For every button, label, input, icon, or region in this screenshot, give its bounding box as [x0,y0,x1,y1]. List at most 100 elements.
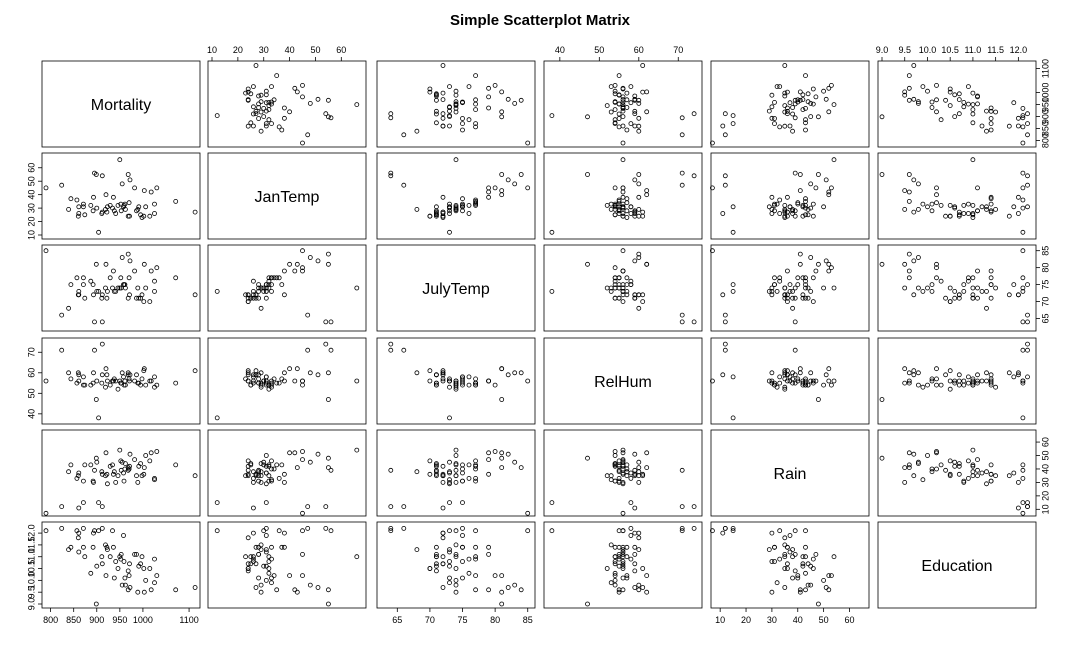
point-rain-vs-education-16 [988,471,994,477]
point-julytemp-vs-jantemp-53 [323,319,329,325]
point-rain-vs-education-28 [1016,505,1021,511]
point-mortality-vs-jantemp-1 [243,90,249,96]
point-education-vs-julytemp-55 [401,526,407,531]
point-relhum-vs-education-18 [961,382,967,388]
point-jantemp-vs-relhum-50 [549,229,555,235]
point-education-vs-rain-32 [800,554,806,560]
point-jantemp-vs-relhum-26 [608,206,614,212]
point-mortality-vs-rain-27 [803,127,808,133]
point-jantemp-vs-julytemp-49 [499,172,505,177]
point-rain-vs-education-29 [902,479,908,485]
point-mortality-vs-rain-40 [769,115,775,121]
point-relhum-vs-julytemp-50 [447,415,452,421]
panel-frame-rain-education [877,429,1037,517]
point-jantemp-vs-rain-55 [722,182,728,188]
point-jantemp-vs-mortality-20 [90,208,96,214]
point-education-vs-mortality-34 [122,575,128,581]
point-jantemp-vs-relhum-52 [632,177,638,183]
panel-frame-relhum-julytemp [376,337,536,425]
point-mortality-vs-jantemp-33 [276,124,282,130]
point-rain-vs-julytemp-14 [460,470,465,476]
point-relhum-vs-rain-44 [803,382,808,388]
point-mortality-vs-relhum-30 [612,88,618,94]
point-relhum-vs-rain-12 [795,376,801,382]
point-julytemp-vs-education-45 [975,285,980,291]
point-relhum-vs-julytemp-35 [447,378,452,384]
point-jantemp-vs-mortality-37 [138,212,144,218]
point-julytemp-vs-education-17 [1025,282,1030,288]
point-jantemp-vs-rain-35 [766,204,772,210]
y-tick-label-rain-5: 60 [1040,437,1050,447]
point-education-vs-rain-8 [785,566,790,571]
point-jantemp-vs-education-12 [934,200,939,206]
point-education-vs-mortality-0 [104,544,110,550]
point-relhum-vs-rain-35 [766,378,772,384]
point-julytemp-vs-education-57 [1020,319,1026,325]
point-julytemp-vs-jantemp-44 [248,295,254,301]
point-education-vs-relhum-42 [604,566,610,571]
point-rain-vs-mortality-8 [141,471,147,477]
point-julytemp-vs-relhum-50 [549,288,555,294]
point-relhum-vs-education-10 [906,378,912,384]
point-rain-vs-jantemp-39 [263,463,269,469]
point-jantemp-vs-julytemp-36 [440,209,446,215]
point-mortality-vs-education-14 [1011,100,1017,106]
point-jantemp-vs-mortality-21 [81,201,86,207]
point-mortality-vs-rain-7 [808,114,814,119]
point-mortality-vs-julytemp-51 [453,102,459,107]
x-tick-label-relhum-3: 70 [673,45,683,55]
point-julytemp-vs-education-38 [947,299,953,305]
x-tick-label-rain-0: 10 [715,615,725,625]
point-education-vs-jantemp-34 [269,575,274,581]
point-julytemp-vs-jantemp-30 [263,285,269,291]
point-education-vs-relhum-52 [632,585,638,590]
point-mortality-vs-relhum-38 [620,86,626,92]
point-jantemp-vs-mortality-57 [92,170,97,176]
point-relhum-vs-rain-17 [730,374,736,380]
point-jantemp-vs-julytemp-20 [460,208,465,214]
point-julytemp-vs-education-11 [966,278,971,284]
point-mortality-vs-julytemp-48 [525,140,531,146]
point-julytemp-vs-rain-45 [792,285,798,291]
point-julytemp-vs-education-22 [956,292,962,298]
point-mortality-vs-relhum-4 [616,73,622,78]
point-relhum-vs-education-11 [966,374,971,380]
point-education-vs-jantemp-37 [248,561,254,567]
panel-frame-education-julytemp [376,521,536,609]
point-mortality-vs-julytemp-34 [460,99,465,105]
point-julytemp-vs-relhum-57 [679,319,685,325]
point-mortality-vs-julytemp-11 [466,84,472,89]
point-jantemp-vs-mortality-16 [111,194,116,200]
point-relhum-vs-jantemp-38 [245,378,251,384]
point-relhum-vs-julytemp-55 [401,347,407,353]
point-rain-vs-julytemp-43 [447,477,452,483]
point-rain-vs-jantemp-57 [328,467,334,473]
point-relhum-vs-jantemp-4 [274,380,280,386]
point-jantemp-vs-julytemp-52 [505,177,511,183]
point-rain-vs-jantemp-42 [266,473,272,479]
point-mortality-vs-education-8 [947,89,953,95]
point-jantemp-vs-rain-17 [730,204,736,210]
point-relhum-vs-rain-15 [782,370,788,376]
point-education-vs-julytemp-21 [473,544,479,550]
point-jantemp-vs-julytemp-23 [466,202,472,208]
point-mortality-vs-relhum-15 [636,123,642,129]
point-relhum-vs-jantemp-43 [269,384,274,390]
point-jantemp-vs-mortality-28 [76,211,82,216]
point-julytemp-vs-rain-48 [710,248,715,254]
y-tick-label-rain-3: 40 [1040,464,1050,474]
point-education-vs-jantemp-58 [307,582,313,588]
point-mortality-vs-julytemp-9 [440,111,446,117]
point-rain-vs-education-40 [1016,479,1021,485]
point-education-vs-mortality-43 [152,580,157,586]
point-education-vs-relhum-15 [636,535,642,541]
point-julytemp-vs-education-42 [947,285,953,291]
point-rain-vs-relhum-42 [604,473,610,479]
point-rain-vs-mortality-54 [125,465,131,471]
point-relhum-vs-jantemp-29 [258,380,264,386]
point-jantemp-vs-education-42 [947,202,953,208]
point-education-vs-rain-6 [803,528,808,534]
point-education-vs-julytemp-11 [466,556,472,562]
point-relhum-vs-rain-58 [808,370,814,376]
point-rain-vs-jantemp-32 [266,463,272,469]
